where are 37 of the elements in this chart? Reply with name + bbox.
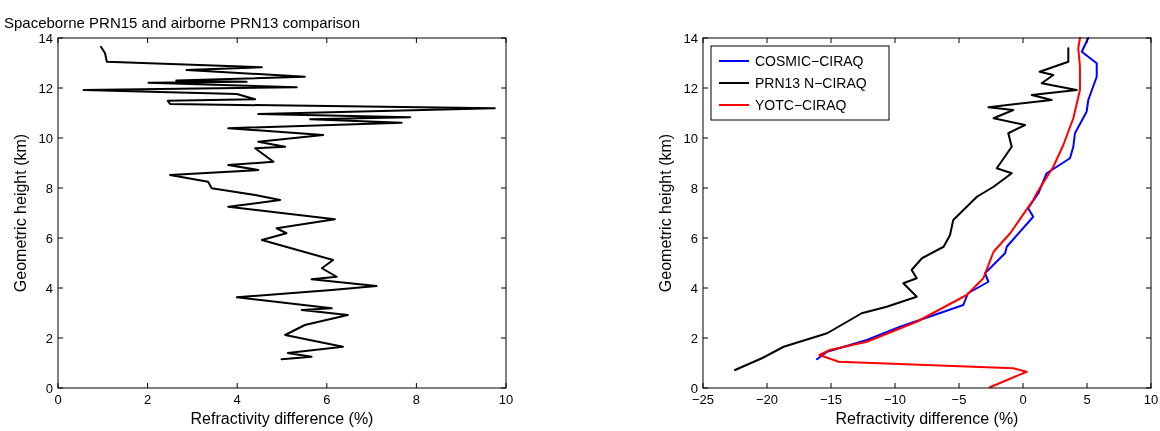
x-axis-title: Refractivity difference (%): [835, 410, 1019, 427]
y-tick-label: 12: [683, 80, 698, 96]
chart-title: Spaceborne PRN15 and airborne PRN13 comparison: [4, 14, 361, 31]
y-tick-label: 4: [690, 280, 698, 296]
y-tick-label: 10: [38, 130, 53, 146]
line-series: [82, 45, 496, 361]
y-tick-label: 10: [683, 130, 698, 146]
y-tick-label: 6: [690, 230, 698, 246]
x-axis-title: Refractivity difference (%): [190, 410, 374, 427]
x-tick-label: 10: [1143, 392, 1159, 407]
legend-label: COSMIC−CIRAQ: [755, 53, 864, 69]
y-tick-label: 8: [45, 180, 53, 196]
y-tick-label: 14: [38, 30, 53, 46]
y-tick-label: 2: [45, 330, 53, 346]
x-tick-label: 10: [498, 392, 514, 407]
y-axis-title: Geometric height (km): [12, 133, 29, 293]
x-tick-label: −15: [819, 392, 843, 407]
y-tick-label: 8: [690, 180, 698, 196]
x-tick-label: 2: [143, 392, 152, 407]
x-tick-label: −5: [951, 392, 967, 407]
x-tick-label: 4: [233, 392, 241, 407]
y-axis-title: Geometric height (km): [657, 133, 674, 293]
legend-label: PRN13 N−CIRAQ: [755, 75, 867, 91]
x-tick-label: 0: [1019, 392, 1027, 407]
x-tick-label: 6: [323, 392, 331, 407]
legend-label: YOTC−CIRAQ: [755, 97, 847, 113]
y-tick-label: 2: [690, 330, 698, 346]
y-tick-label: 12: [38, 80, 53, 96]
x-tick-label: −10: [883, 392, 907, 407]
line-series: [734, 47, 1078, 371]
x-tick-label: 5: [1083, 392, 1091, 407]
x-tick-label: −20: [755, 392, 779, 407]
y-tick-label: 4: [45, 280, 53, 296]
y-tick-label: 14: [683, 30, 698, 46]
y-tick-label: 0: [45, 380, 53, 396]
y-tick-label: 6: [45, 230, 53, 246]
x-tick-label: 8: [412, 392, 421, 407]
